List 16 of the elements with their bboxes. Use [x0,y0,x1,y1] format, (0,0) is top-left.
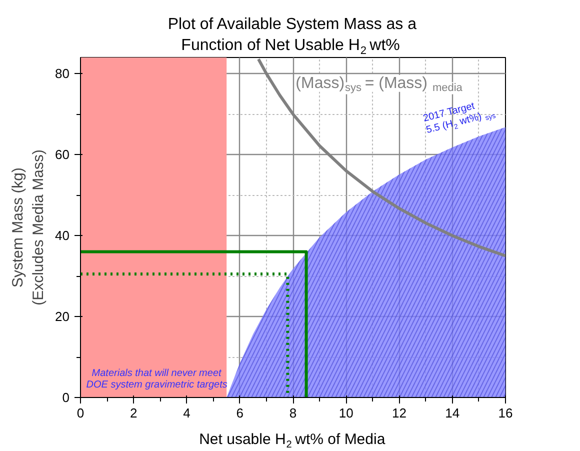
x-tick-label: 4 [183,406,190,420]
x-tick-label: 6 [236,406,244,420]
x-tick-label: 0 [76,406,84,420]
band-label: Materials that will never meet DOE system gravimetric targets [86,368,228,390]
x-tick-label: 12 [392,406,406,420]
y-tick-label: 80 [55,66,70,82]
x-tick-label: 8 [289,406,297,420]
x-tick-label: 2 [130,406,138,420]
y-tick-label: 60 [55,147,70,162]
y-tick-label: 20 [55,309,70,324]
x-tick-label: 16 [498,406,513,420]
y-tick-label: 0 [62,390,70,405]
x-tick-label: 10 [338,406,354,420]
x-tick-label: 14 [445,406,460,420]
y-axis-title: System Mass (kg) (Excludes Media Mass) [10,150,48,306]
y-tick-label: 40 [55,228,70,244]
